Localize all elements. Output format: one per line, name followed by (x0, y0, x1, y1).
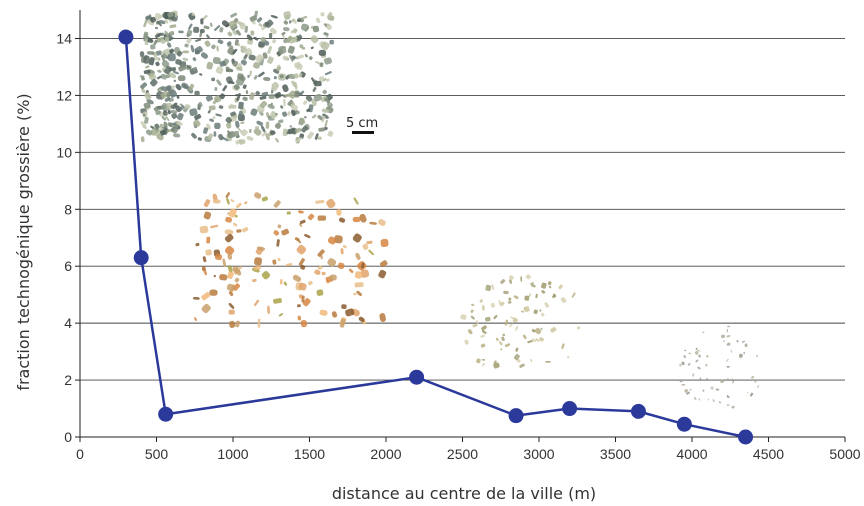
data-point (409, 369, 425, 385)
y-tick-label: 0 (64, 429, 72, 445)
scale-bar-line (352, 131, 374, 134)
data-point (676, 416, 692, 432)
sample-photo-4 (679, 325, 760, 409)
x-tick-labels: 0 500 1000 1500 2000 2500 3000 3500 4000 4500 5000 (76, 446, 861, 462)
y-tick-label: 8 (64, 201, 72, 217)
data-point (738, 429, 754, 445)
scale-bar: 5 cm (346, 116, 378, 134)
x-tick-label: 2500 (447, 446, 478, 462)
x-tick-label: 3000 (523, 446, 554, 462)
data-point (562, 401, 578, 417)
x-tick-label: 1000 (217, 446, 248, 462)
data-point (508, 408, 524, 424)
sample-photo-1 (139, 10, 335, 145)
data-point (133, 250, 149, 266)
y-tick-label: 6 (64, 258, 72, 274)
x-tick-label: 4500 (753, 446, 784, 462)
grid-lines (80, 38, 845, 381)
sample-photo-2 (192, 192, 389, 328)
x-tick-label: 3500 (600, 446, 631, 462)
sample-photo-3 (460, 274, 581, 369)
y-tick-label: 4 (64, 315, 72, 331)
data-series (118, 29, 754, 445)
x-tick-label: 5000 (829, 446, 860, 462)
scale-bar-label: 5 cm (346, 116, 378, 131)
axes (75, 10, 846, 442)
y-tick-label: 10 (56, 144, 72, 160)
x-tick-label: 2000 (370, 446, 401, 462)
x-tick-label: 1500 (294, 446, 325, 462)
data-point (158, 406, 174, 422)
x-tick-label: 4000 (676, 446, 707, 462)
y-tick-labels: 0 2 4 6 8 10 12 14 (56, 30, 72, 445)
data-point (630, 403, 646, 419)
x-axis-title: distance au centre de la ville (m) (332, 484, 596, 503)
y-axis-title: fraction technogénique grossière (%) (14, 93, 33, 390)
y-tick-label: 2 (64, 372, 72, 388)
y-tick-label: 12 (56, 87, 72, 103)
data-point (118, 29, 134, 45)
y-tick-label: 14 (56, 30, 72, 46)
x-tick-label: 500 (145, 446, 169, 462)
x-tick-label: 0 (76, 446, 84, 462)
sample-photos (139, 10, 760, 409)
